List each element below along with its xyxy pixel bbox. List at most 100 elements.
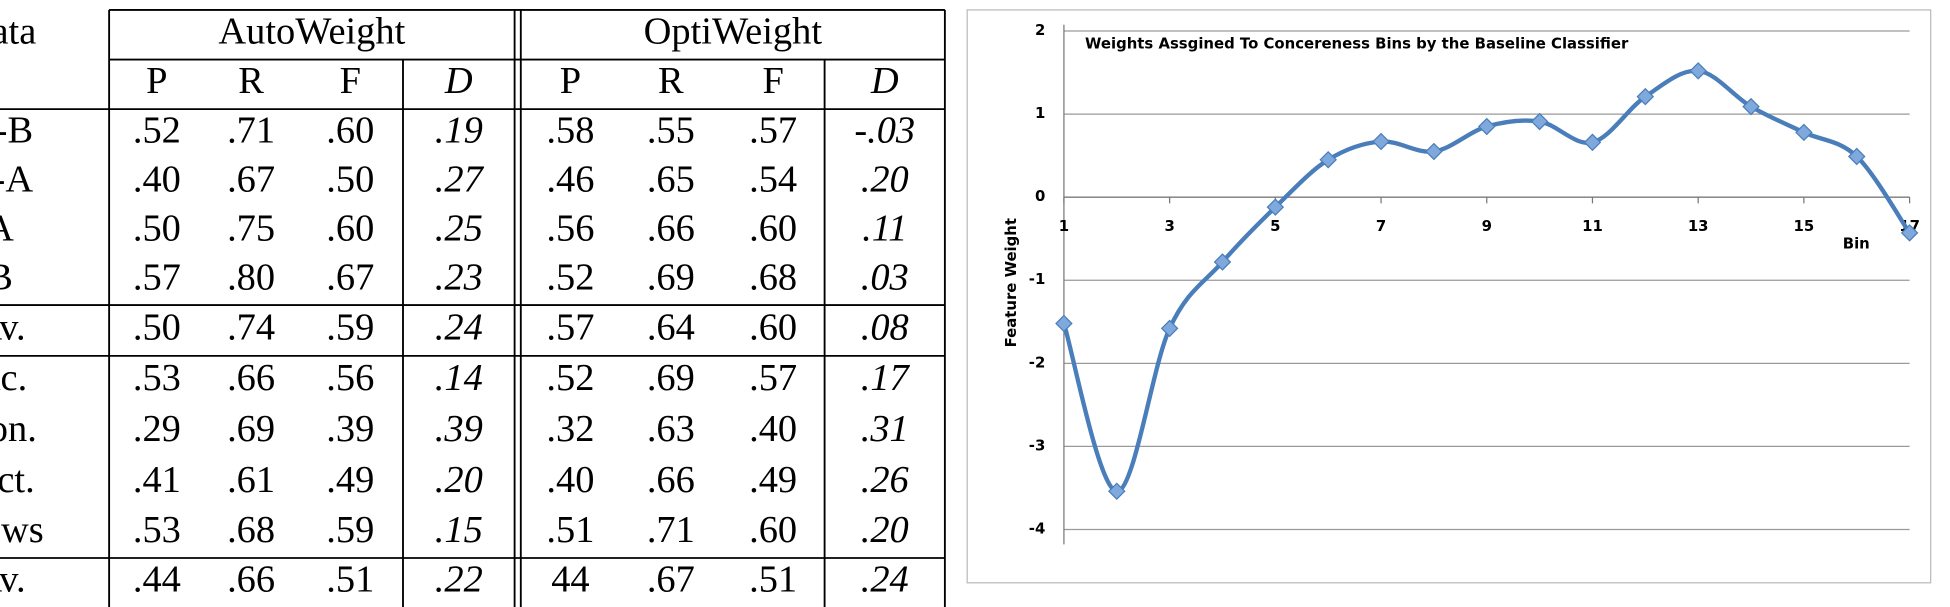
table-cell: .26 xyxy=(861,459,910,501)
table-cell: .60 xyxy=(326,208,374,250)
table-cell: .51 xyxy=(546,509,594,551)
table-cell: .53 xyxy=(133,357,181,399)
chart-frame xyxy=(966,9,1932,584)
sub-header: R xyxy=(658,60,684,102)
corner-header: Data xyxy=(0,11,36,53)
table-cell: .17 xyxy=(861,357,911,399)
table-cell: .50 xyxy=(326,159,374,201)
sub-header: F xyxy=(762,60,783,102)
table-cell: .50 xyxy=(133,208,181,250)
data-point xyxy=(1689,62,1707,80)
sub-header: F xyxy=(340,60,361,102)
table-cell: .25 xyxy=(435,208,483,250)
table-cell: .57 xyxy=(749,110,797,152)
table-cell: -.03 xyxy=(854,110,915,152)
sub-header: R xyxy=(238,60,264,102)
table-cell: .68 xyxy=(227,509,275,551)
data-point xyxy=(1847,147,1866,166)
table-cell: .03 xyxy=(861,257,909,299)
data-point xyxy=(1636,87,1655,106)
table-cell: .59 xyxy=(326,306,374,348)
table-cell: .51 xyxy=(326,559,374,601)
row-label: B xyxy=(0,257,13,299)
table-cell: .59 xyxy=(326,509,374,551)
x-tick-label: 1 xyxy=(1059,217,1069,235)
table-cell: .69 xyxy=(227,408,275,450)
results-table: Data AutoWeight OptiWeight P R F D P R F D A-B .52 .7… xyxy=(0,8,946,607)
table-cell: .20 xyxy=(435,459,483,501)
y-tick-label: -4 xyxy=(1029,519,1046,537)
table-cell: .69 xyxy=(647,257,695,299)
row-label: Fict. xyxy=(0,459,35,501)
x-tick-label: 13 xyxy=(1688,217,1709,235)
table-cell: .40 xyxy=(546,459,594,501)
table-cell: .60 xyxy=(749,306,797,348)
table-cell: .65 xyxy=(647,159,695,201)
table-cell: .69 xyxy=(647,357,695,399)
table-cell: .71 xyxy=(647,509,695,551)
data-point xyxy=(1795,123,1813,142)
data-point xyxy=(1372,132,1390,151)
table-cell: .29 xyxy=(133,408,181,450)
table-cell: .52 xyxy=(546,357,594,399)
chart-title: Weights Assgined To Concereness Bins by … xyxy=(1085,35,1629,53)
x-tick-label: 7 xyxy=(1376,217,1386,235)
table-cell: .66 xyxy=(647,208,695,250)
table-cell: .57 xyxy=(749,357,797,399)
table-cell: .80 xyxy=(227,257,275,299)
table-cell: .66 xyxy=(227,559,275,601)
table-cell: .49 xyxy=(326,459,374,501)
data-point xyxy=(1530,112,1549,131)
x-tick-label: 9 xyxy=(1482,217,1492,235)
table-cell: .39 xyxy=(435,408,483,450)
table-cell: .52 xyxy=(546,257,594,299)
x-tick-label: 11 xyxy=(1582,217,1603,235)
table-cell: .66 xyxy=(227,357,275,399)
y-tick-label: 0 xyxy=(1035,187,1045,205)
row-label: B-A xyxy=(0,159,33,201)
table-cell: .11 xyxy=(862,208,907,250)
table-cell: .66 xyxy=(647,459,695,501)
table-cell: 44 xyxy=(551,559,589,601)
data-point xyxy=(1108,482,1126,501)
table-cell: .24 xyxy=(861,559,909,601)
table-cell: .44 xyxy=(133,559,181,601)
table-cell: .63 xyxy=(647,408,695,450)
y-tick-label: -1 xyxy=(1029,270,1046,288)
table-cell: .53 xyxy=(133,509,181,551)
row-label: Av. xyxy=(0,306,26,348)
table-cell: .60 xyxy=(749,208,797,250)
sub-header: P xyxy=(560,60,581,102)
sub-header: P xyxy=(146,60,167,102)
group-header: OptiWeight xyxy=(644,11,823,53)
table-cell: .51 xyxy=(749,559,797,601)
row-label: A xyxy=(0,208,14,250)
table-cell: .64 xyxy=(647,306,695,348)
table-cell: .20 xyxy=(861,509,909,551)
y-axis-label: Feature Weight xyxy=(1002,218,1020,347)
table-cell: .60 xyxy=(326,110,374,152)
table-cell: .32 xyxy=(546,408,594,450)
data-point xyxy=(1583,133,1602,152)
table-cell: .61 xyxy=(227,459,275,501)
table-cell: .19 xyxy=(435,110,483,152)
data-point xyxy=(1160,319,1179,338)
table-cell: .60 xyxy=(749,509,797,551)
x-tick-label: 3 xyxy=(1164,217,1174,235)
row-label: A-B xyxy=(0,110,33,152)
table-cell: .14 xyxy=(435,357,483,399)
table-cell: .67 xyxy=(227,159,275,201)
table-cell: .31 xyxy=(861,408,909,450)
table-cell: .50 xyxy=(133,306,181,348)
y-tick-label: -2 xyxy=(1029,353,1046,371)
table-cell: .56 xyxy=(546,208,594,250)
x-tick-label: 15 xyxy=(1794,217,1815,235)
table-cell: .75 xyxy=(227,208,275,250)
table-cell: .52 xyxy=(133,110,181,152)
data-point xyxy=(1477,117,1496,136)
row-label: Con. xyxy=(0,408,37,450)
data-point xyxy=(1900,224,1919,242)
table-cell: .40 xyxy=(133,159,181,201)
